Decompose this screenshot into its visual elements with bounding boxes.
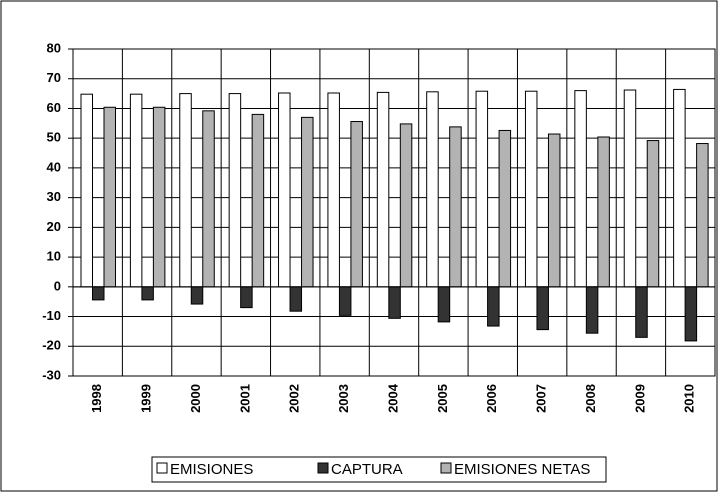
legend-swatch bbox=[317, 462, 329, 474]
x-tick-label: 1998 bbox=[89, 384, 104, 413]
bar bbox=[80, 93, 93, 288]
y-tick-label: 70 bbox=[47, 70, 61, 85]
bar bbox=[498, 129, 512, 288]
x-tick-label: 2002 bbox=[287, 384, 302, 413]
legend-swatch bbox=[440, 462, 452, 474]
x-tick-label: 2010 bbox=[682, 384, 697, 413]
x-tick-label: 2000 bbox=[188, 384, 203, 413]
y-tick-label: -20 bbox=[42, 338, 61, 353]
bar bbox=[585, 286, 599, 334]
y-tick-label: 50 bbox=[47, 130, 61, 145]
y-tick-label: 80 bbox=[47, 40, 61, 55]
legend-label: EMISIONES NETAS bbox=[454, 461, 590, 478]
bar bbox=[350, 121, 363, 288]
bar bbox=[426, 91, 439, 288]
x-tick-label: 2008 bbox=[583, 384, 598, 413]
bar bbox=[251, 113, 265, 288]
bar bbox=[92, 286, 105, 301]
bar bbox=[487, 286, 500, 327]
y-tick-label: 10 bbox=[47, 249, 61, 264]
bar bbox=[327, 92, 340, 288]
bar bbox=[399, 123, 413, 288]
bar bbox=[646, 140, 660, 288]
bar bbox=[524, 90, 538, 288]
bar bbox=[475, 90, 489, 288]
y-tick-label: 0 bbox=[54, 278, 61, 293]
bar bbox=[278, 92, 291, 288]
bar bbox=[228, 93, 242, 288]
bar bbox=[289, 286, 303, 312]
bar bbox=[179, 93, 192, 288]
y-tick-label: 40 bbox=[47, 159, 61, 174]
bar bbox=[597, 136, 610, 288]
bar bbox=[388, 286, 401, 319]
legend-label: EMISIONES bbox=[170, 461, 253, 478]
x-tick-label: 2006 bbox=[484, 384, 499, 413]
bar bbox=[623, 89, 637, 288]
bar bbox=[574, 90, 587, 288]
legend-swatch bbox=[156, 462, 168, 474]
bar bbox=[202, 110, 215, 288]
x-tick-label: 2001 bbox=[237, 384, 252, 413]
bar bbox=[141, 286, 154, 301]
bar bbox=[376, 91, 390, 288]
bar bbox=[673, 88, 686, 288]
bar bbox=[635, 286, 648, 338]
bar bbox=[190, 286, 204, 305]
bar bbox=[338, 286, 352, 316]
bar bbox=[301, 116, 314, 288]
y-tick-label: -10 bbox=[42, 308, 61, 323]
x-tick-label: 2003 bbox=[336, 384, 351, 413]
x-tick-label: 2007 bbox=[534, 384, 549, 413]
bar bbox=[240, 286, 253, 309]
x-tick-label: 1999 bbox=[139, 384, 154, 413]
y-tick-label: 20 bbox=[47, 219, 61, 234]
x-tick-label: 2005 bbox=[435, 384, 450, 413]
bar bbox=[449, 126, 462, 288]
bar bbox=[696, 143, 709, 288]
x-tick-label: 2004 bbox=[385, 383, 400, 413]
bar bbox=[437, 286, 451, 323]
x-tick-label: 2009 bbox=[632, 384, 647, 413]
bar bbox=[684, 286, 698, 342]
bar bbox=[129, 93, 143, 288]
legend-label: CAPTURA bbox=[331, 461, 403, 478]
bar bbox=[547, 133, 561, 288]
y-tick-label: 60 bbox=[47, 100, 61, 115]
y-tick-label: -30 bbox=[42, 367, 61, 382]
plot-area bbox=[72, 48, 716, 377]
legend-box bbox=[151, 456, 607, 483]
y-tick-label: 30 bbox=[47, 189, 61, 204]
bar bbox=[152, 106, 166, 288]
bar bbox=[103, 106, 116, 288]
bar bbox=[536, 286, 549, 331]
